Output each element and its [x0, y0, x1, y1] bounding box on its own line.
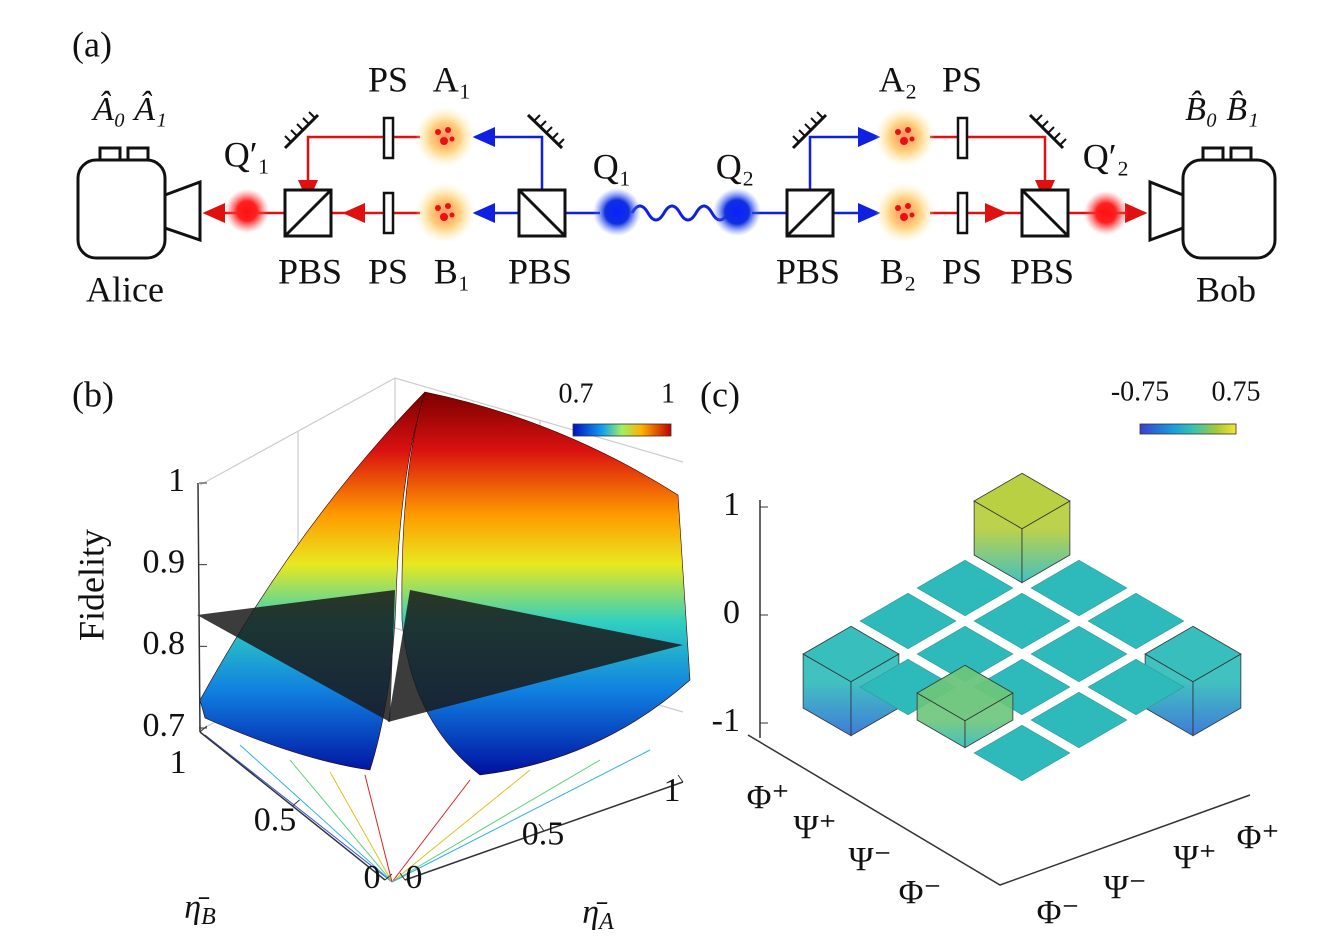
colorbar-label: 0.75	[1212, 376, 1261, 407]
photon-label: Q′₁	[224, 134, 270, 174]
photon-label: Q′₂	[1083, 136, 1129, 176]
row-label: Φ⁺	[747, 779, 790, 816]
ps-label: PS	[368, 59, 408, 99]
panel-label: (b)	[72, 374, 114, 414]
colorbar	[1140, 424, 1236, 434]
observables: B̂₀ B̂₁	[1185, 90, 1259, 128]
row-label: Ψ⁻	[848, 841, 891, 878]
ps-label: PS	[942, 251, 982, 291]
colorbar-label: 1	[661, 378, 675, 409]
z-tick-label: 0.9	[143, 543, 186, 580]
party-label: Alice	[86, 269, 164, 309]
ps-label: PS	[942, 59, 982, 99]
y-tick-label: 0	[364, 859, 381, 896]
alice-device	[78, 148, 200, 258]
atom	[415, 107, 935, 243]
atom-label: B₁	[434, 251, 471, 291]
x-tick-label: 1	[664, 772, 681, 809]
colorbar-label: 0.7	[559, 378, 594, 409]
observables: Â₀ Â₁	[91, 91, 167, 128]
z-tick-label: 0.7	[143, 707, 186, 744]
y-axis-label: η̄B	[184, 889, 216, 930]
pbs-label: PBS	[1010, 251, 1074, 291]
z-axis-label: Fidelity	[71, 529, 111, 641]
z-tick-label: 0	[723, 594, 740, 631]
party-label: Bob	[1196, 269, 1256, 309]
atom-label: A₂	[879, 59, 918, 99]
photon-label: Q₂	[716, 146, 755, 186]
colorbar-label: -0.75	[1111, 376, 1169, 407]
ps-label: PS	[368, 251, 408, 291]
x-tick-label: 0.5	[522, 815, 565, 852]
row-label: Φ⁻	[899, 874, 942, 911]
pbs-label: PBS	[776, 251, 840, 291]
atom-label: A₁	[433, 59, 472, 99]
col-label: Ψ⁺	[1173, 839, 1216, 876]
panel-a: (a)	[72, 24, 1275, 309]
panel-b: (b) Fidelity η̄B η̄A 0.7 0.8 0.9 1 0 0.5 1 0 0.5…	[71, 374, 690, 934]
col-label: Φ⁺	[1237, 819, 1280, 856]
x-axis-label: η̄A	[582, 894, 614, 935]
mirror	[285, 112, 1066, 148]
x-tick-label: 0	[406, 859, 423, 896]
colorbar	[573, 424, 671, 436]
bob-device	[1150, 148, 1275, 258]
panel-label: (a)	[72, 24, 112, 64]
fidelity-surface	[402, 392, 690, 775]
row-label: Ψ⁺	[793, 809, 836, 846]
pbs-label: PBS	[508, 251, 572, 291]
z-axis	[198, 483, 200, 732]
pbs-label: PBS	[278, 251, 342, 291]
col-label: Φ⁻	[1037, 894, 1080, 931]
atom-label: B₂	[880, 251, 917, 291]
panel-label: (c)	[700, 374, 740, 414]
y-tick-label: 1	[170, 744, 187, 781]
y-tick-label: 0.5	[254, 801, 297, 838]
z-tick-label: 0.8	[143, 625, 186, 662]
z-tick-label: -1	[712, 702, 740, 739]
figure: (a)	[0, 0, 1336, 946]
z-tick-label: 1	[723, 486, 740, 523]
z-tick-label: 1	[168, 462, 185, 499]
col-label: Ψ⁻	[1103, 869, 1146, 906]
photon-label: Q₁	[593, 146, 632, 186]
